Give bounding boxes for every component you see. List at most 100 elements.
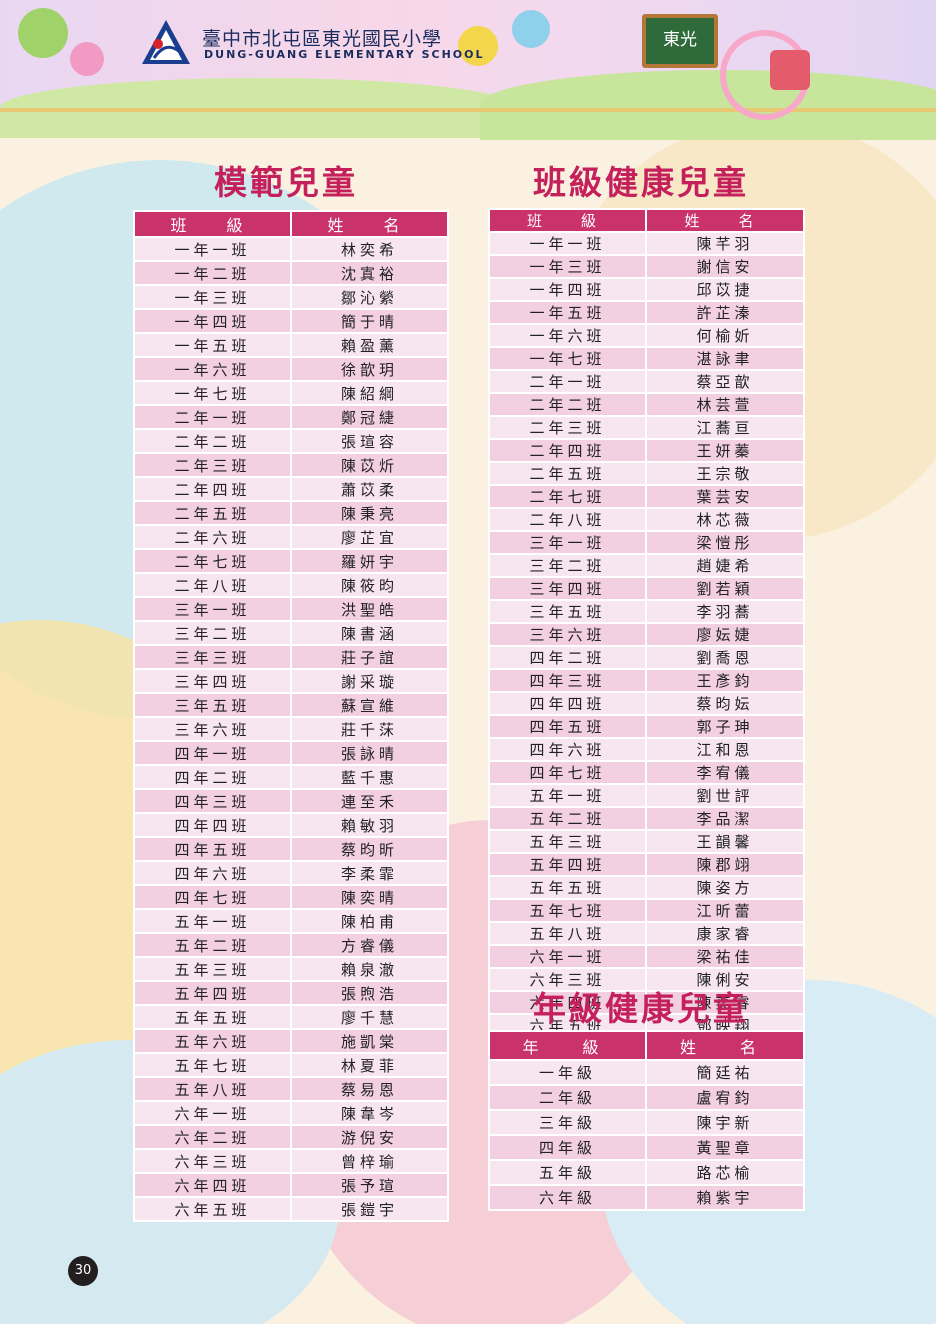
table-row: 二年三班 陳苡炘 [133, 452, 449, 478]
table-row: 五年級 路芯榆 [488, 1159, 805, 1186]
class-cell: 五年二班 [488, 806, 647, 831]
class-cell: 二年四班 [488, 438, 647, 463]
class-cell: 一年四班 [488, 277, 647, 302]
class-cell: 五年級 [488, 1159, 647, 1186]
table-row: 四年五班 蔡昀昕 [133, 836, 449, 862]
table-row: 四年七班 李宥儀 [488, 760, 805, 785]
name-cell: 陳柏甫 [290, 908, 449, 934]
table-row: 二年七班 羅妍宇 [133, 548, 449, 574]
name-cell: 簡于晴 [290, 308, 449, 334]
name-cell: 陳奕晴 [290, 884, 449, 910]
table-row: 二年級 盧宥鈞 [488, 1084, 805, 1111]
class-cell: 六年三班 [488, 967, 647, 992]
class-cell: 二年八班 [133, 572, 292, 598]
name-cell: 王彥鈞 [645, 668, 805, 693]
class-cell: 五年八班 [488, 921, 647, 946]
name-cell: 施凱棠 [290, 1028, 449, 1054]
table-row: 六年四班 陳奕睿 [488, 990, 805, 1015]
class-cell: 一年二班 [133, 260, 292, 286]
class-cell: 六年四班 [488, 990, 647, 1015]
name-cell: 趙婕希 [645, 553, 805, 578]
table-row: 四年四班 蔡昀妘 [488, 691, 805, 716]
class-cell: 四年三班 [133, 788, 292, 814]
table-row: 六年二班 游倪安 [133, 1124, 449, 1150]
class-cell: 五年三班 [133, 956, 292, 982]
table-row: 一年三班 鄒沁縈 [133, 284, 449, 310]
class-health-title: 班級健康兒童 [533, 163, 749, 202]
name-cell: 蘇宣維 [290, 692, 449, 718]
name-cell: 蔡易恩 [290, 1076, 449, 1102]
table-row: 三年一班 梁愷彤 [488, 530, 805, 555]
tent-illustration [770, 50, 810, 90]
class-cell: 四年三班 [488, 668, 647, 693]
table-row: 一年六班 何榆妡 [488, 323, 805, 348]
table-row: 四年三班 連至禾 [133, 788, 449, 814]
class-cell: 三年二班 [133, 620, 292, 646]
table-row: 二年八班 林芯薇 [488, 507, 805, 532]
class-cell: 六年一班 [488, 944, 647, 969]
table-row: 二年四班 蕭苡柔 [133, 476, 449, 502]
class-cell: 一年六班 [488, 323, 647, 348]
table-row: 四年三班 王彥鈞 [488, 668, 805, 693]
name-cell: 盧宥鈞 [645, 1084, 805, 1111]
class-cell: 一年級 [488, 1059, 647, 1086]
table-row: 六年一班 梁祐佳 [488, 944, 805, 969]
name-cell: 賴紫宇 [645, 1184, 805, 1211]
name-cell: 江蕎亘 [645, 415, 805, 440]
class-cell: 四年四班 [133, 812, 292, 838]
class-cell: 二年七班 [133, 548, 292, 574]
class-cell: 四年五班 [488, 714, 647, 739]
class-cell: 一年五班 [133, 332, 292, 358]
class-cell: 二年一班 [488, 369, 647, 394]
class-cell: 二年七班 [488, 484, 647, 509]
class-cell: 四年一班 [133, 740, 292, 766]
class-cell: 六年一班 [133, 1100, 292, 1126]
balloon-illustration [512, 10, 550, 48]
table-row: 五年五班 陳姿方 [488, 875, 805, 900]
name-cell: 沈寘裕 [290, 260, 449, 286]
class-cell: 三年級 [488, 1109, 647, 1136]
name-cell: 賴泉澈 [290, 956, 449, 982]
name-cell: 陳書涵 [290, 620, 449, 646]
table-row: 三年六班 莊千莯 [133, 716, 449, 742]
table-row: 三年級 陳宇新 [488, 1109, 805, 1136]
name-cell: 游倪安 [290, 1124, 449, 1150]
name-cell: 劉若穎 [645, 576, 805, 601]
table-row: 五年四班 張煦浩 [133, 980, 449, 1006]
class-cell: 四年二班 [133, 764, 292, 790]
class-cell: 二年一班 [133, 404, 292, 430]
class-cell: 一年七班 [488, 346, 647, 371]
grade-health-table: 年 級 姓 名 一年級 簡廷祐 二年級 盧宥鈞 三年級 陳宇新 四年級 黃聖章 五年級 路芯榆 六年… [488, 1030, 805, 1211]
name-cell: 賴敏羽 [290, 812, 449, 838]
class-cell: 三年三班 [133, 644, 292, 670]
table-row: 二年五班 王宗敬 [488, 461, 805, 486]
class-cell: 三年五班 [133, 692, 292, 718]
table-row: 三年一班 洪聖皓 [133, 596, 449, 622]
name-cell: 蕭苡柔 [290, 476, 449, 502]
class-cell: 六年二班 [133, 1124, 292, 1150]
class-cell: 一年七班 [133, 380, 292, 406]
name-cell: 何榆妡 [645, 323, 805, 348]
table-row: 六年級 賴紫宇 [488, 1184, 805, 1211]
name-cell: 葉芸安 [645, 484, 805, 509]
name-cell: 莊千莯 [290, 716, 449, 742]
class-cell: 四年七班 [488, 760, 647, 785]
name-cell: 陳宇新 [645, 1109, 805, 1136]
class-cell: 五年七班 [488, 898, 647, 923]
name-cell: 劉世評 [645, 783, 805, 808]
class-cell: 三年六班 [133, 716, 292, 742]
name-cell: 林夏菲 [290, 1052, 449, 1078]
name-cell: 陳姿方 [645, 875, 805, 900]
table-row: 二年八班 陳筱昀 [133, 572, 449, 598]
class-cell: 二年三班 [488, 415, 647, 440]
table-row: 四年五班 郭子珅 [488, 714, 805, 739]
class-cell: 四年二班 [488, 645, 647, 670]
class-cell: 一年一班 [133, 236, 292, 262]
table-row: 一年四班 邱苡捷 [488, 277, 805, 302]
table-row: 四年二班 藍千惠 [133, 764, 449, 790]
table-row: 二年七班 葉芸安 [488, 484, 805, 509]
column-header-grade: 年 級 [488, 1030, 647, 1061]
name-cell: 徐歆玥 [290, 356, 449, 382]
table-row: 五年二班 方睿儀 [133, 932, 449, 958]
name-cell: 劉喬恩 [645, 645, 805, 670]
